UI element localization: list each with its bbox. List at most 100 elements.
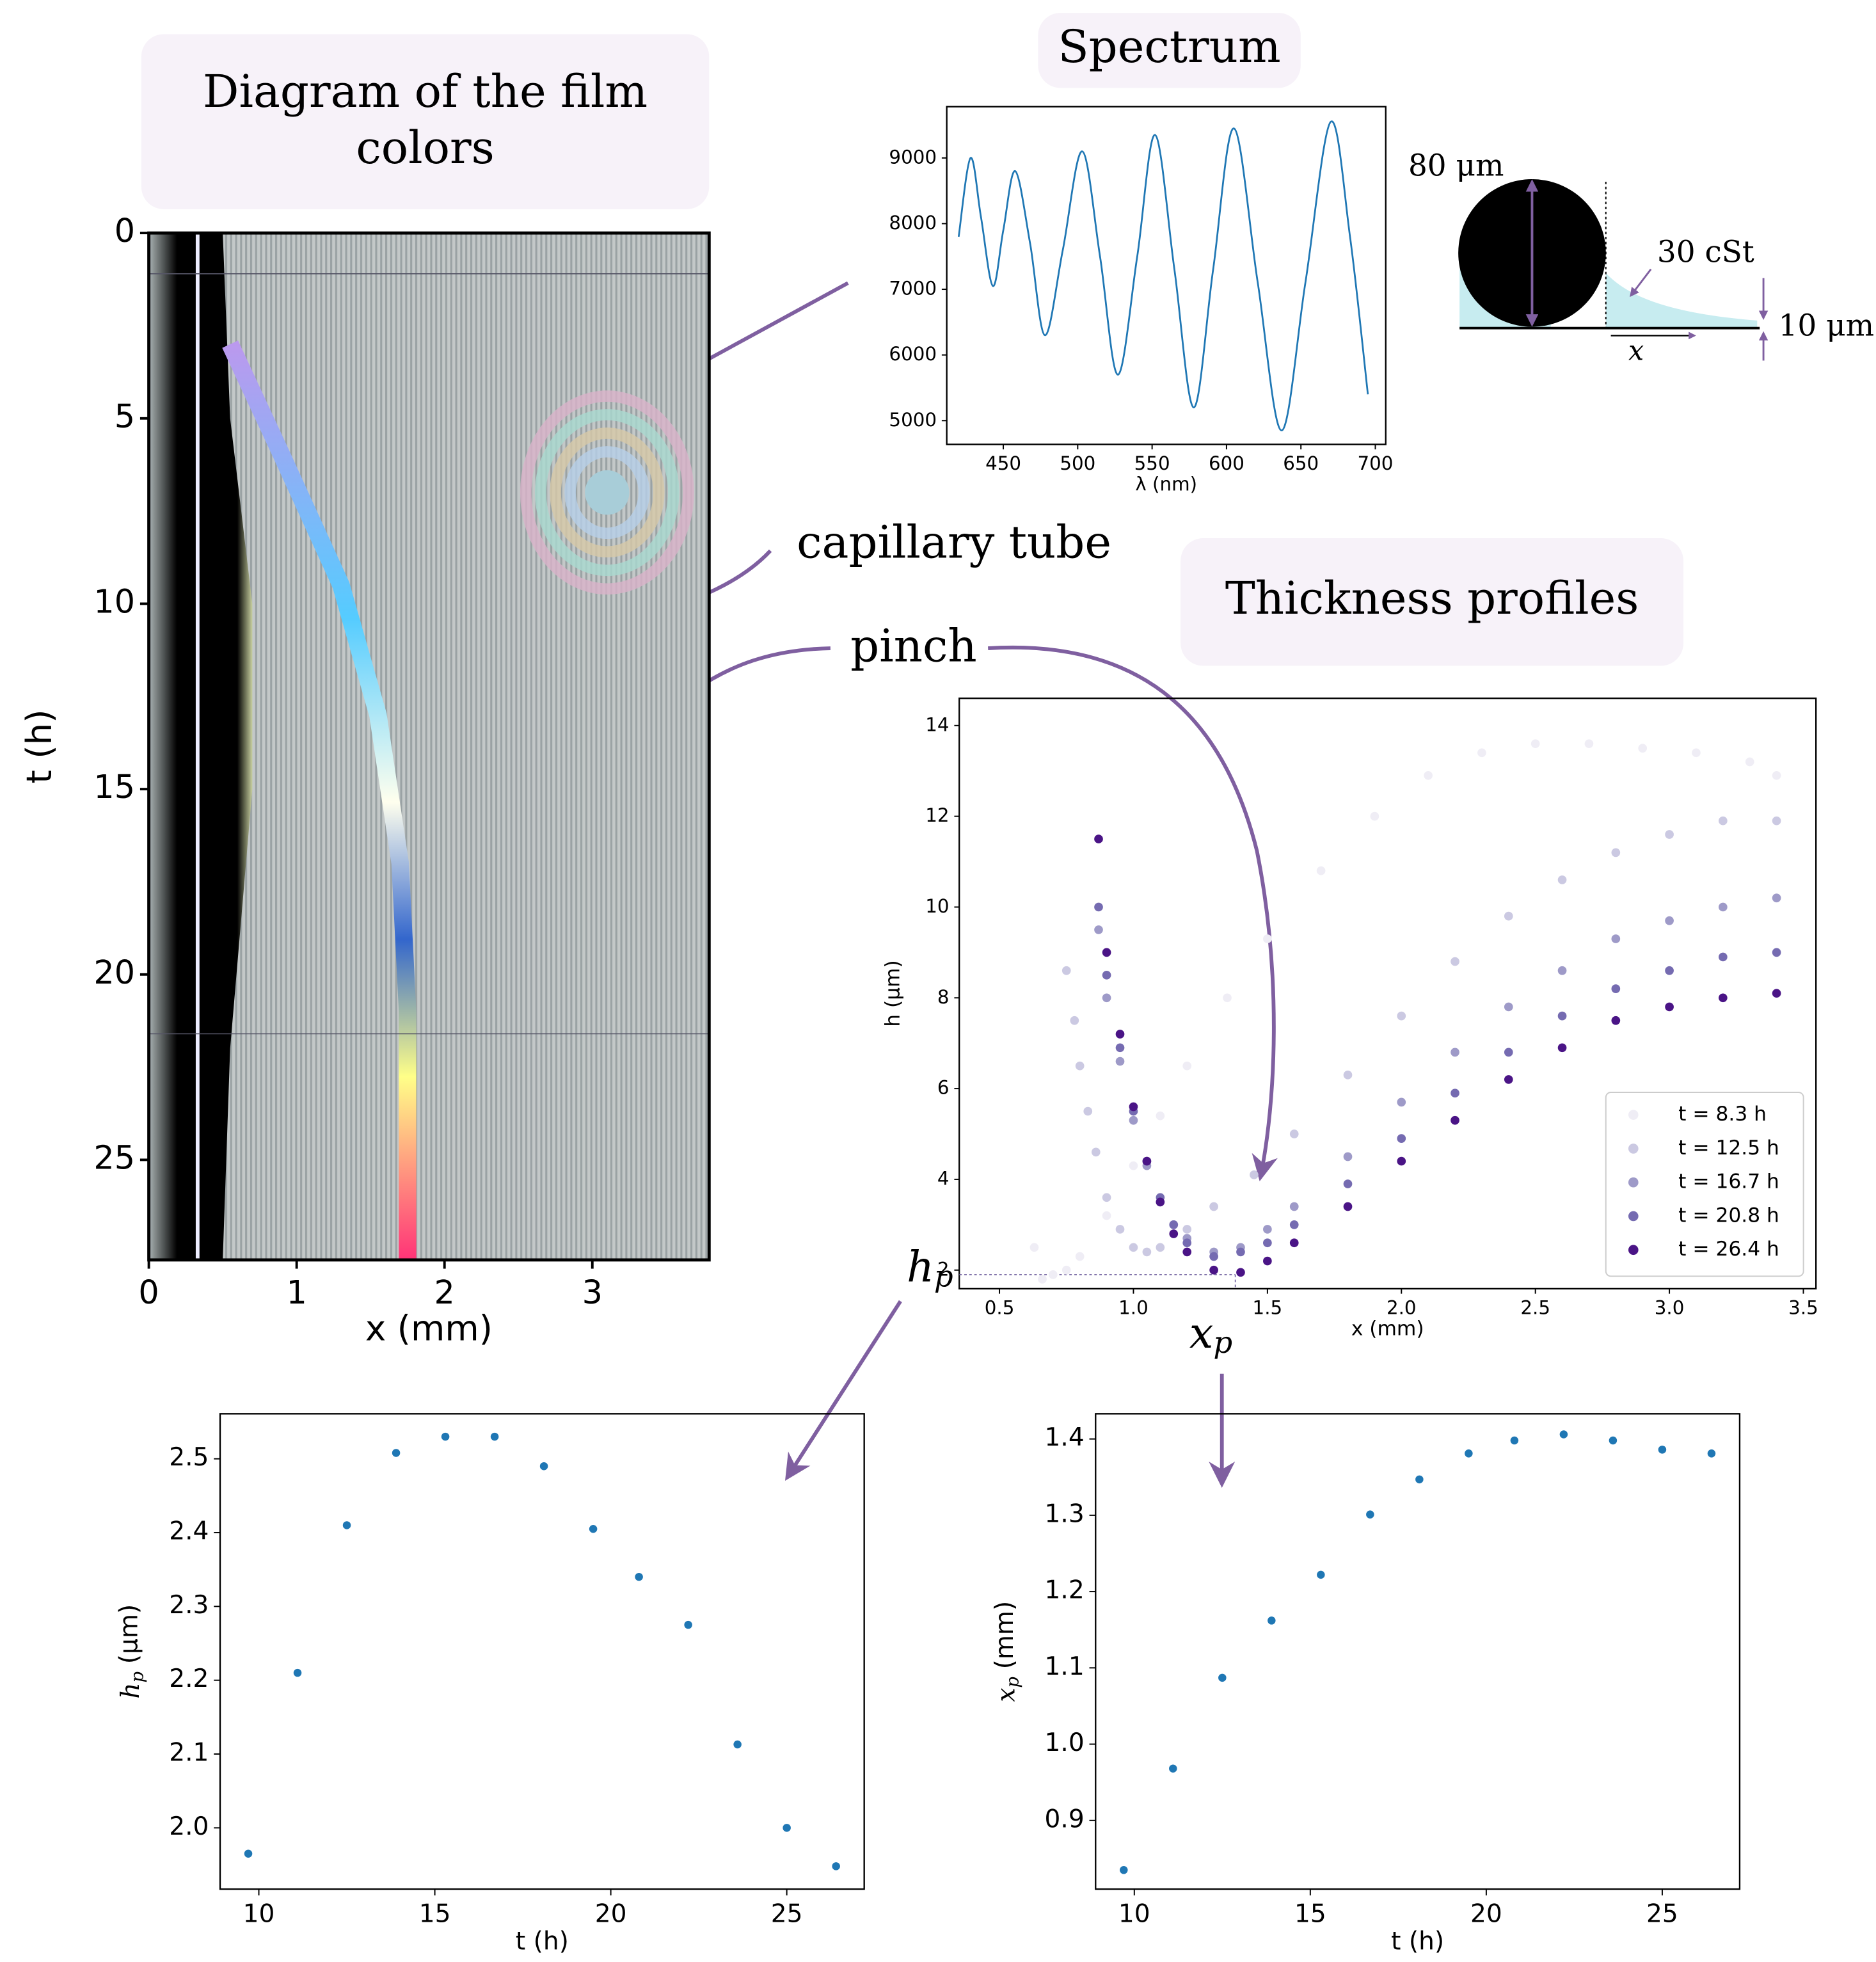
- point: [539, 1462, 548, 1471]
- y-axis-label: xp (mm): [990, 1601, 1022, 1702]
- annotation: hp: [907, 1241, 953, 1293]
- point: [589, 1524, 598, 1533]
- x-tick-label: 1.5: [1253, 1297, 1283, 1319]
- pinch-fringe: [222, 340, 417, 1260]
- point: [1169, 1220, 1179, 1229]
- x-tick-label: 15: [419, 1900, 451, 1929]
- point: [684, 1620, 692, 1629]
- point: [1218, 1673, 1227, 1682]
- point: [1268, 1616, 1276, 1625]
- point: [1289, 1220, 1299, 1229]
- chart-title: Diagram of the film colors: [203, 65, 648, 173]
- symbol: x: [1189, 1308, 1213, 1358]
- point: [1115, 1030, 1125, 1039]
- y-tick-label: 2: [937, 1258, 950, 1280]
- axes-frame: [1095, 1413, 1741, 1890]
- subscript: p: [1213, 1325, 1232, 1360]
- point: [1029, 1243, 1039, 1252]
- y-tick-label: 5000: [889, 409, 937, 431]
- fluid: [1605, 273, 1758, 328]
- point: [1772, 893, 1781, 903]
- point: [1075, 1252, 1085, 1261]
- point: [1665, 966, 1674, 975]
- y-tick-label: 1.4: [1045, 1423, 1085, 1452]
- point: [1504, 1002, 1513, 1012]
- annotation: capillary tube: [797, 516, 1111, 568]
- point: [1611, 1016, 1621, 1025]
- point: [1557, 966, 1567, 975]
- x-tick-label: 1.0: [1118, 1297, 1149, 1319]
- point: [1415, 1475, 1424, 1484]
- point: [1102, 948, 1111, 957]
- y-tick-label: 8000: [889, 212, 937, 234]
- legend-marker: [1628, 1245, 1639, 1256]
- point: [1366, 1510, 1374, 1519]
- point: [1091, 1147, 1101, 1157]
- label: 10 μm: [1779, 308, 1875, 344]
- legend-label: t = 26.4 h: [1678, 1238, 1779, 1261]
- point: [1061, 1265, 1071, 1275]
- point: [1707, 1449, 1716, 1458]
- symbol: x: [992, 1688, 1021, 1702]
- x-tick-label: 3.5: [1788, 1297, 1818, 1319]
- point: [1236, 1268, 1245, 1277]
- point: [1061, 966, 1071, 975]
- x-tick-label: 3: [582, 1273, 603, 1311]
- schematic: 80 μm 30 cSt 10 μm x: [1408, 148, 1874, 367]
- point: [1102, 1211, 1111, 1220]
- chart-title: Thickness profiles: [1225, 572, 1639, 625]
- x-tick-label: 25: [771, 1900, 803, 1929]
- point: [783, 1824, 791, 1832]
- point: [1584, 739, 1594, 749]
- point: [1316, 866, 1326, 875]
- y-tick-label: 12: [925, 804, 949, 826]
- x-tick-label: 600: [1209, 452, 1244, 474]
- fringe: [535, 409, 680, 577]
- symbol: h: [116, 1682, 145, 1698]
- point: [1115, 1043, 1125, 1053]
- x-axis-label: t (h): [516, 1927, 569, 1956]
- point: [1451, 1089, 1459, 1098]
- x-tick-label: 15: [1294, 1900, 1326, 1929]
- legend-label: t = 20.8 h: [1678, 1204, 1779, 1227]
- point: [1397, 1011, 1406, 1021]
- point: [1504, 1048, 1513, 1057]
- y-tick-label: 6000: [889, 343, 937, 365]
- x-tick-label: 550: [1134, 452, 1170, 474]
- point: [1665, 916, 1674, 925]
- film-pattern: [148, 233, 710, 1260]
- point: [1129, 1115, 1138, 1125]
- point: [1094, 902, 1103, 912]
- point: [1719, 952, 1728, 962]
- point: [1611, 848, 1621, 857]
- y-tick-label: 2.3: [169, 1591, 209, 1620]
- y-tick-label: 2.4: [169, 1517, 209, 1546]
- point: [1075, 1061, 1085, 1071]
- point: [1182, 1238, 1192, 1248]
- point: [1102, 993, 1111, 1003]
- point: [1343, 1152, 1353, 1161]
- point: [1745, 757, 1754, 767]
- point: [1557, 1043, 1567, 1053]
- legend-label: t = 16.7 h: [1678, 1170, 1779, 1193]
- point: [1719, 816, 1728, 825]
- x-tick-label: 20: [595, 1900, 627, 1929]
- point: [1263, 1256, 1272, 1266]
- point: [1343, 1179, 1353, 1188]
- y-tick-label: 6: [937, 1077, 950, 1099]
- fringe: [550, 427, 665, 558]
- point: [1129, 1102, 1138, 1112]
- point: [1611, 934, 1621, 943]
- y-axis-label: h (μm): [882, 960, 905, 1027]
- y-tick-label: 20: [93, 953, 135, 991]
- y-tick-label: 2.1: [169, 1739, 209, 1767]
- x-tick-label: 25: [1646, 1900, 1678, 1929]
- point: [1169, 1229, 1179, 1238]
- title-box: [1038, 13, 1301, 88]
- point: [1156, 1111, 1165, 1121]
- point: [1182, 1061, 1192, 1071]
- y-axis-label: t (h): [19, 709, 60, 783]
- point: [1557, 875, 1567, 884]
- x-axis-label: x (mm): [365, 1307, 493, 1348]
